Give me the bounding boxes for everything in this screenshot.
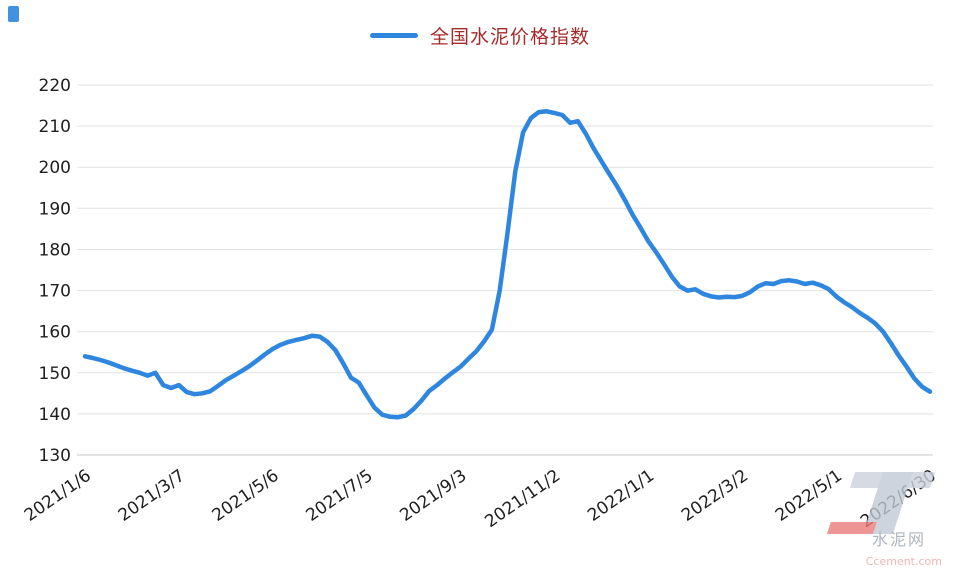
x-tick-label: 2021/1/6	[21, 466, 95, 526]
x-tick-label: 2021/9/3	[396, 466, 470, 526]
watermark-logo-red-stripe	[826, 522, 877, 534]
corner-artifact	[8, 6, 19, 22]
watermark-name-en: Ccement.com	[865, 555, 942, 568]
x-tick-label: 2022/3/2	[678, 466, 752, 526]
x-tick-label: 2022/1/1	[584, 466, 658, 526]
y-tick-label: 210	[39, 117, 71, 137]
y-tick-label: 200	[39, 158, 71, 178]
price-index-line	[82, 109, 933, 420]
y-tick-label: 190	[39, 199, 71, 219]
legend-line-swatch	[369, 33, 418, 38]
watermark: 水泥网 Ccement.com	[824, 470, 956, 574]
watermark-name-cn: 水泥网	[871, 530, 926, 549]
legend-label: 全国水泥价格指数	[429, 26, 590, 48]
y-tick-label: 130	[39, 446, 71, 466]
x-tick-label: 2021/11/2	[481, 466, 564, 532]
y-tick-label: 160	[39, 323, 71, 343]
y-tick-label: 180	[39, 240, 71, 260]
y-tick-label: 150	[39, 364, 71, 384]
y-tick-label: 140	[39, 405, 71, 425]
y-tick-label: 170	[39, 282, 71, 302]
x-tick-label: 2021/3/7	[115, 466, 189, 526]
x-tick-label: 2021/5/6	[209, 466, 283, 526]
chart-legend: 全国水泥价格指数	[0, 22, 960, 49]
x-tick-label: 2021/7/5	[303, 466, 377, 526]
y-tick-label: 220	[39, 76, 71, 96]
